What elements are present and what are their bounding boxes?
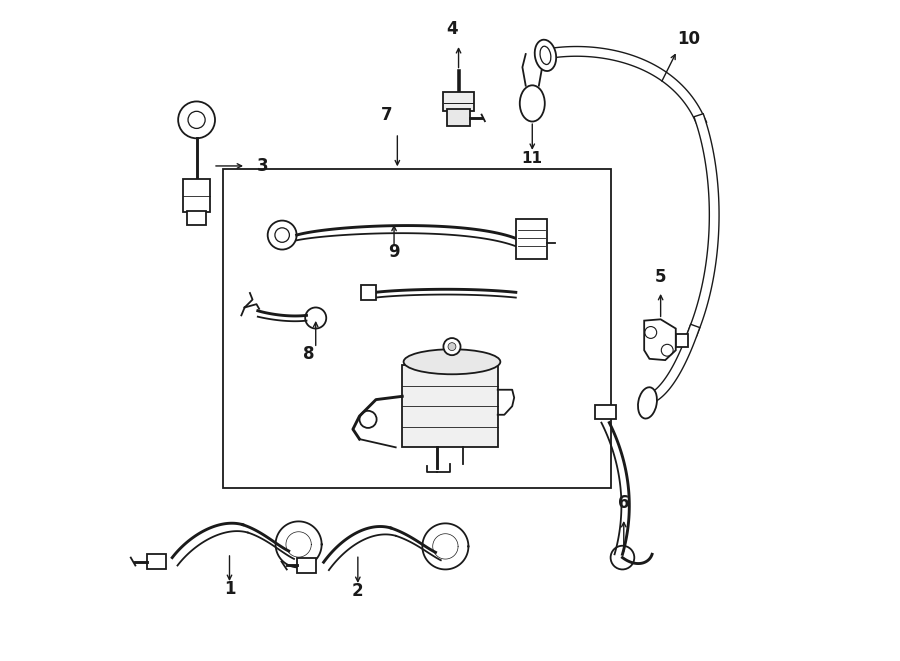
Polygon shape — [402, 365, 498, 447]
Circle shape — [448, 342, 456, 350]
Text: 6: 6 — [618, 494, 629, 512]
Text: 8: 8 — [302, 345, 314, 363]
Ellipse shape — [638, 387, 657, 418]
Text: 3: 3 — [257, 157, 269, 175]
Polygon shape — [644, 319, 676, 360]
Bar — [361, 285, 375, 299]
Text: 5: 5 — [655, 268, 666, 286]
Text: 7: 7 — [381, 106, 392, 124]
Ellipse shape — [540, 46, 551, 65]
Bar — [186, 211, 206, 225]
Bar — [148, 555, 166, 568]
Ellipse shape — [535, 40, 556, 71]
Bar — [676, 334, 688, 347]
Text: 9: 9 — [388, 243, 400, 261]
Bar — [516, 219, 547, 259]
Text: 1: 1 — [224, 580, 235, 598]
Bar — [184, 179, 210, 212]
Ellipse shape — [403, 349, 500, 374]
Bar — [446, 109, 471, 126]
Text: 2: 2 — [352, 582, 364, 600]
Text: 10: 10 — [677, 30, 700, 48]
Bar — [297, 559, 316, 572]
FancyBboxPatch shape — [443, 93, 474, 111]
Bar — [595, 405, 616, 419]
Text: 11: 11 — [522, 151, 543, 166]
Ellipse shape — [520, 85, 544, 122]
Text: 4: 4 — [446, 20, 458, 38]
Bar — [223, 169, 611, 488]
Circle shape — [444, 338, 461, 355]
